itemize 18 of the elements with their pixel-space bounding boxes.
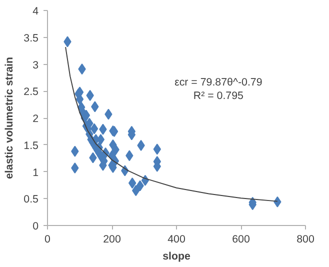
y-tick-label: 3.5 <box>24 32 39 44</box>
y-tick-label: 1 <box>32 166 39 179</box>
y-tick-label: 4 <box>32 6 39 18</box>
y-tick-label: 3 <box>32 59 39 72</box>
x-tick-label: 200 <box>103 234 121 246</box>
y-tick-label: 0.5 <box>24 194 39 206</box>
x-tick-label: 0 <box>44 234 51 246</box>
annotation: R² = 0.795 <box>193 90 244 102</box>
y-tick-label: 2.5 <box>24 86 39 98</box>
y-tick-label: 0 <box>32 220 39 232</box>
x-axis-title: slope <box>162 250 190 262</box>
y-tick-label: 1.5 <box>24 140 39 152</box>
annotation: εcr = 79.87θ^-0.79 <box>174 76 262 88</box>
x-tick-label: 800 <box>296 234 314 246</box>
y-tick-label: 2 <box>32 113 39 125</box>
x-tick-label: 400 <box>168 234 186 246</box>
y-axis-title: elastic volumetric strain <box>4 56 16 180</box>
x-tick-label: 600 <box>232 234 250 246</box>
